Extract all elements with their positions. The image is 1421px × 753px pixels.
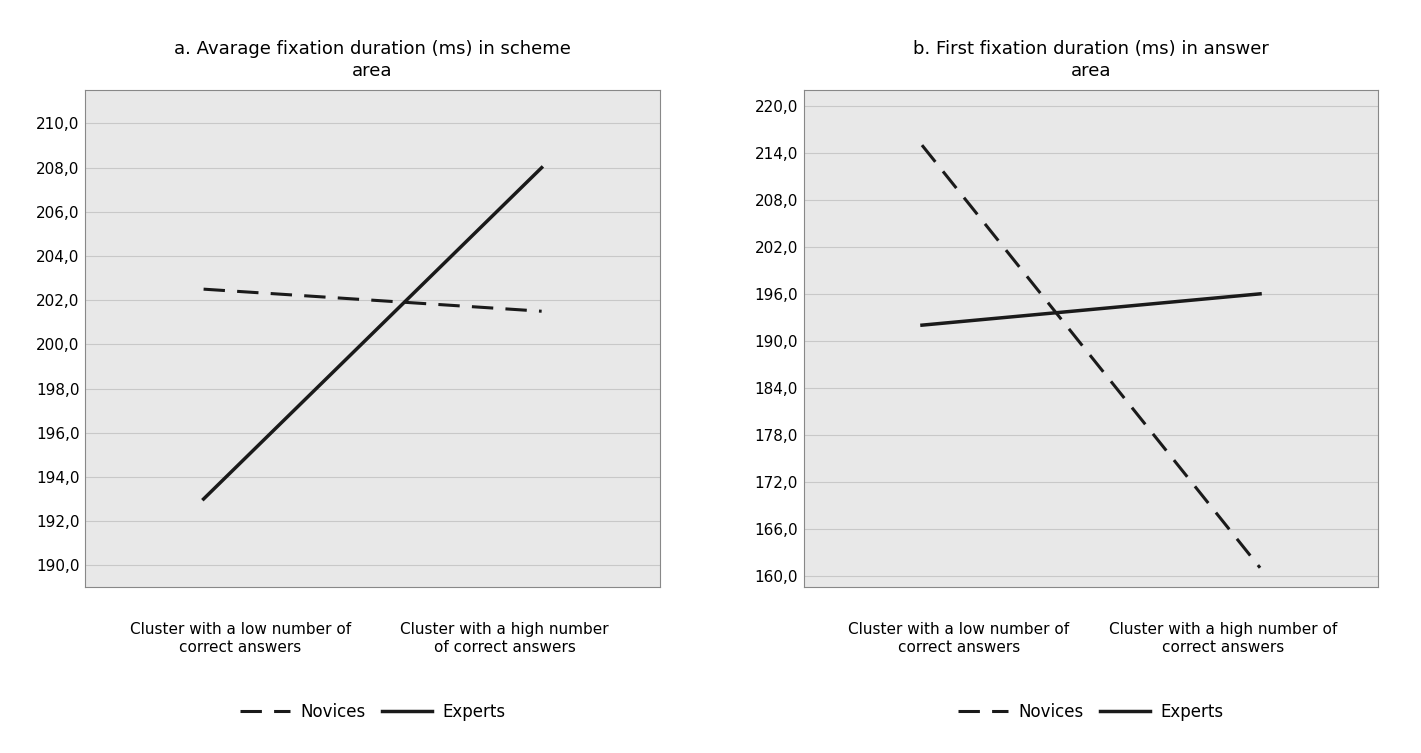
Text: Cluster with a high number of
correct answers: Cluster with a high number of correct an… bbox=[1108, 622, 1337, 654]
Legend: Novices, Experts: Novices, Experts bbox=[233, 697, 512, 728]
Text: Cluster with a low number of
correct answers: Cluster with a low number of correct ans… bbox=[848, 622, 1070, 654]
Title: a. Avarage fixation duration (ms) in scheme
area: a. Avarage fixation duration (ms) in sch… bbox=[175, 40, 571, 81]
Title: b. First fixation duration (ms) in answer
area: b. First fixation duration (ms) in answe… bbox=[914, 40, 1269, 81]
Legend: Novices, Experts: Novices, Experts bbox=[952, 697, 1231, 728]
Text: Cluster with a low number of
correct answers: Cluster with a low number of correct ans… bbox=[129, 622, 351, 654]
Text: Cluster with a high number
of correct answers: Cluster with a high number of correct an… bbox=[401, 622, 610, 654]
